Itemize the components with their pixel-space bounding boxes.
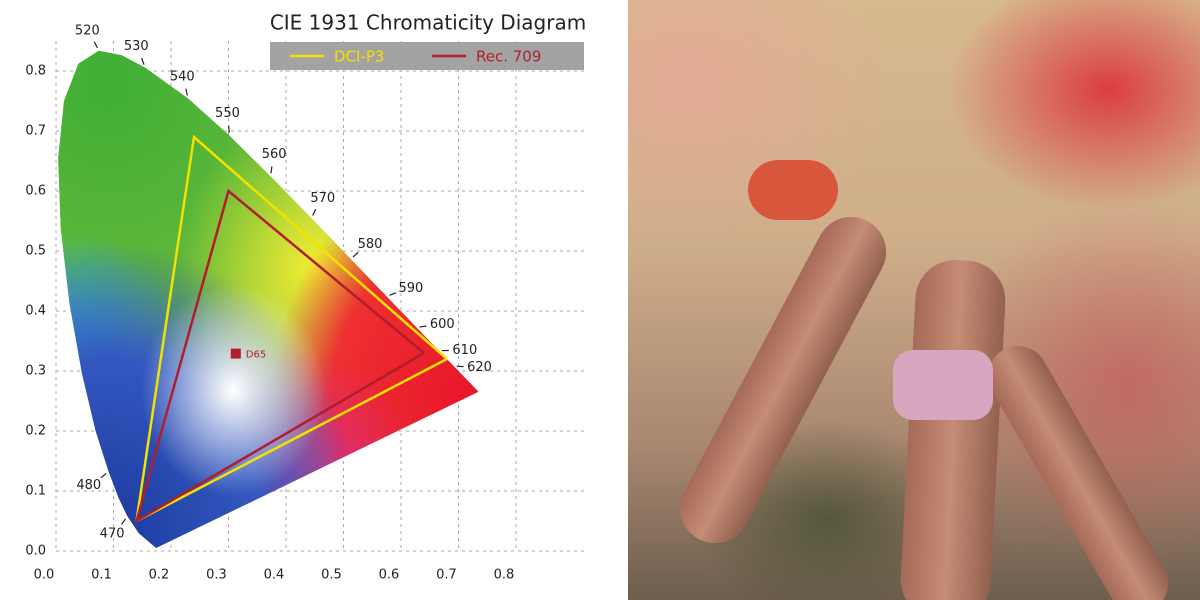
x-tick-label: 0.4 bbox=[264, 568, 285, 583]
x-tick-label: 0.7 bbox=[436, 568, 457, 583]
x-tick-label: 0.8 bbox=[494, 568, 515, 583]
y-tick-label: 0.2 bbox=[25, 424, 46, 439]
x-tick-label: 0.5 bbox=[321, 568, 342, 583]
y-tick-label: 0.1 bbox=[25, 484, 46, 499]
locus-label: 480 bbox=[76, 478, 101, 493]
photo-arm bbox=[898, 257, 1008, 600]
gamut-line bbox=[134, 134, 448, 524]
point-label: D65 bbox=[246, 350, 266, 361]
locus-label: 580 bbox=[358, 237, 383, 252]
gamut-line bbox=[134, 188, 425, 524]
photo-powder bbox=[748, 160, 838, 220]
x-tick-label: 0.3 bbox=[206, 568, 227, 583]
photo-arm bbox=[977, 335, 1179, 600]
locus-label: 600 bbox=[430, 317, 455, 332]
legend-label: Rec. 709 bbox=[476, 48, 541, 66]
locus-label: 550 bbox=[215, 106, 240, 121]
x-tick-label: 0.1 bbox=[91, 568, 112, 583]
locus-tick bbox=[185, 88, 188, 96]
locus-label: 570 bbox=[310, 191, 335, 206]
locus-label: 590 bbox=[398, 281, 423, 296]
y-tick-label: 0.3 bbox=[25, 364, 46, 379]
locus-tick bbox=[312, 208, 317, 216]
y-tick-label: 0.6 bbox=[25, 184, 46, 199]
chart: 0.0 0.1 0.2 0.3 0.4 0.5 0.6 0.7 0.8 0.0 0.1 0.2 0.3 0… bbox=[25, 11, 586, 583]
y-tick-label: 0.0 bbox=[25, 544, 46, 559]
x-tick-label: 0.2 bbox=[149, 568, 170, 583]
locus-label: 530 bbox=[124, 39, 149, 54]
locus-label: 540 bbox=[170, 69, 195, 84]
locus-tick bbox=[228, 125, 230, 133]
photo-arm bbox=[667, 204, 899, 556]
locus-label: 520 bbox=[75, 23, 100, 38]
locus-tick bbox=[419, 325, 427, 328]
white-point bbox=[230, 348, 241, 359]
locus-tick bbox=[389, 292, 397, 296]
locus-label: 620 bbox=[467, 360, 492, 375]
y-tick-label: 0.8 bbox=[25, 64, 46, 79]
y-tick-label: 0.5 bbox=[25, 244, 46, 259]
locus-tick bbox=[100, 472, 107, 479]
y-tick-label: 0.7 bbox=[25, 124, 46, 139]
locus-tick bbox=[141, 57, 145, 65]
locus-tick bbox=[93, 41, 98, 49]
y-tick-label: 0.4 bbox=[25, 304, 46, 319]
x-tick-label: 0.6 bbox=[379, 568, 400, 583]
locus-label: 470 bbox=[100, 527, 125, 542]
photo bbox=[628, 0, 1200, 600]
locus-fill bbox=[58, 50, 479, 548]
locus-tick bbox=[270, 166, 273, 174]
chart-title: CIE 1931 Chromaticity Diagram bbox=[270, 11, 586, 35]
photo-wristband bbox=[893, 350, 993, 420]
locus-label: 610 bbox=[452, 343, 477, 358]
x-tick-label: 0.0 bbox=[34, 568, 55, 583]
locus-label: 560 bbox=[262, 147, 287, 162]
legend-label: DCI-P3 bbox=[334, 48, 384, 66]
locus-tick bbox=[352, 251, 359, 258]
locus-tick bbox=[121, 518, 127, 525]
